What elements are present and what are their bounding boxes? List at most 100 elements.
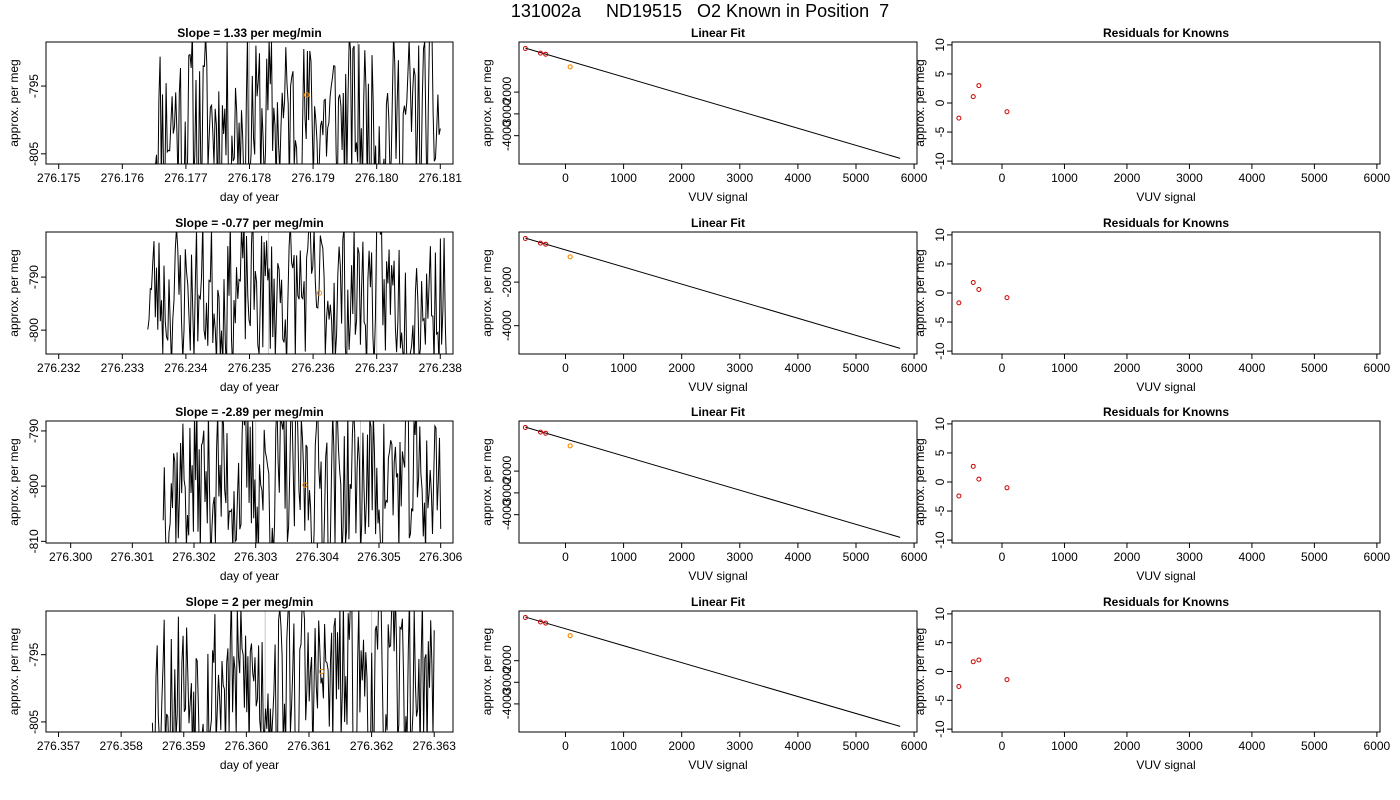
x-tick-label: 6000 — [901, 171, 928, 185]
highlight-point — [567, 443, 573, 449]
x-tick-label: 276.304 — [296, 550, 340, 564]
subplot-2-3: Residuals for Knowns 0 1000 2000 3000 4000 500… — [913, 216, 1391, 394]
y-tick-label: -10 — [933, 531, 947, 549]
y-tick-label: -3000 — [500, 98, 514, 129]
x-tick-label: 1000 — [1051, 361, 1078, 375]
data-point — [976, 287, 982, 293]
plot-area — [956, 280, 1010, 306]
y-tick-label: -4000 — [500, 688, 514, 719]
y-axis-label: approx. per meg — [7, 249, 21, 336]
x-tick-label: 0 — [562, 171, 569, 185]
subplot-2-2: Linear Fit 0 1000 2000 3000 4000 5000 6000 -2000… — [480, 216, 928, 394]
data-point — [956, 300, 962, 306]
x-tick-label: 5000 — [843, 739, 870, 753]
series-line — [155, 42, 441, 164]
y-tick-label: -800 — [27, 318, 41, 342]
x-tick-label: 276.176 — [101, 171, 145, 185]
x-tick-label: 6000 — [901, 361, 928, 375]
x-tick-label: 1000 — [1051, 171, 1078, 185]
plot-frame — [45, 420, 454, 544]
x-tick-label: 6000 — [1364, 739, 1391, 753]
x-tick-label: 276.360 — [225, 739, 269, 753]
y-tick-label: -4000 — [500, 310, 514, 341]
x-tick-label: 2000 — [668, 171, 695, 185]
y-tick-label: -3000 — [500, 477, 514, 508]
x-tick-label: 2000 — [1114, 739, 1141, 753]
y-tick-label: 5 — [933, 449, 947, 456]
data-point — [522, 236, 528, 242]
x-axis-label: VUV signal — [688, 190, 747, 204]
x-tick-label: 276.236 — [291, 361, 335, 375]
y-tick-label: -795 — [27, 74, 41, 98]
y-axis-label: approx. per meg — [7, 628, 21, 715]
plot-area — [522, 425, 901, 538]
y-tick-label: 5 — [933, 260, 947, 267]
highlight-point — [318, 668, 325, 675]
x-axis-label: VUV signal — [1136, 190, 1195, 204]
x-tick-label: 276.358 — [99, 739, 143, 753]
x-tick-label: 0 — [562, 739, 569, 753]
y-axis-label: approx. per meg — [480, 438, 494, 525]
y-tick-label: 10 — [933, 38, 947, 52]
subplot-title: Linear Fit — [691, 405, 745, 419]
x-tick-label: 276.233 — [101, 361, 145, 375]
subplot-title: Slope = -0.77 per meg/min — [175, 216, 323, 230]
series-line — [151, 611, 435, 732]
x-tick-label: 3000 — [1176, 171, 1203, 185]
x-axis-label: day of year — [220, 758, 279, 772]
y-axis-label: approx. per meg — [913, 438, 927, 525]
subplot-2-1: Slope = -0.77 per meg/min 276.232 276.233 2… — [7, 216, 462, 394]
y-tick-label: 5 — [933, 639, 947, 646]
x-tick-label: 3000 — [726, 550, 753, 564]
x-tick-label: 5000 — [843, 171, 870, 185]
subplot-title: Residuals for Knowns — [1103, 26, 1229, 40]
x-tick-label: 4000 — [785, 361, 812, 375]
x-tick-label: 276.301 — [111, 550, 155, 564]
x-tick-label: 6000 — [1364, 171, 1391, 185]
plot-area — [522, 46, 901, 159]
x-tick-label: 276.235 — [228, 361, 272, 375]
x-axis-label: day of year — [220, 569, 279, 583]
plot-frame — [45, 231, 454, 355]
plot-area — [522, 614, 901, 727]
plot-area — [155, 42, 441, 164]
x-tick-label: 3000 — [726, 361, 753, 375]
highlight-point — [304, 92, 310, 98]
x-tick-label: 5000 — [843, 361, 870, 375]
x-tick-label: 0 — [562, 550, 569, 564]
x-tick-label: 5000 — [1301, 361, 1328, 375]
data-point — [976, 83, 982, 89]
plot-area — [162, 421, 442, 543]
data-point — [1004, 295, 1010, 301]
x-tick-label: 6000 — [901, 739, 928, 753]
y-tick-label: -5 — [933, 505, 947, 516]
y-tick-label: -790 — [27, 419, 41, 443]
plot-frame — [518, 420, 918, 544]
y-tick-label: -795 — [27, 642, 41, 666]
x-tick-label: 0 — [999, 361, 1006, 375]
data-point — [522, 614, 528, 620]
y-tick-label: -2000 — [500, 455, 514, 486]
x-tick-label: 4000 — [785, 550, 812, 564]
y-axis-label: approx. per meg — [913, 249, 927, 336]
x-tick-label: 276.300 — [49, 550, 93, 564]
x-tick-label: 0 — [999, 550, 1006, 564]
plot-frame — [951, 610, 1381, 733]
data-point — [537, 619, 543, 625]
y-tick-label: -5 — [933, 695, 947, 706]
y-tick-label: -2000 — [500, 645, 514, 676]
y-tick-label: -2000 — [500, 266, 514, 297]
plot-frame — [518, 41, 918, 165]
y-tick-label: -3000 — [500, 667, 514, 698]
x-tick-label: 4000 — [1239, 361, 1266, 375]
x-tick-label: 1000 — [1051, 739, 1078, 753]
data-point — [956, 493, 962, 499]
x-tick-label: 276.234 — [164, 361, 208, 375]
x-tick-label: 5000 — [1301, 550, 1328, 564]
x-tick-label: 3000 — [726, 739, 753, 753]
y-tick-label: 0 — [933, 668, 947, 675]
highlight-point — [316, 290, 323, 296]
y-axis-label: approx. per meg — [7, 438, 21, 525]
x-tick-label: 276.180 — [355, 171, 399, 185]
fit-line — [525, 47, 901, 159]
